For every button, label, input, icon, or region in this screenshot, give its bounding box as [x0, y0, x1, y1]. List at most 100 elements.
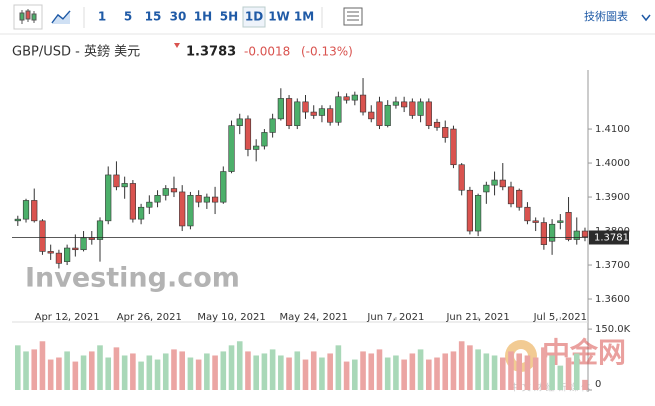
volume-bar: [253, 355, 259, 390]
interval-button[interactable]: 5: [124, 10, 132, 24]
volume-bar: [384, 357, 391, 390]
candle-body: [105, 174, 112, 222]
table-button[interactable]: [343, 7, 363, 26]
watermark-logo-text: 中金网: [542, 336, 626, 369]
volume-bar: [47, 359, 54, 390]
candle-body: [392, 101, 400, 106]
symbol: GBP/USD - 英鎊 美元: [12, 44, 140, 60]
volume-bar: [442, 353, 449, 390]
volume-bar: [409, 353, 416, 390]
candle-body: [96, 220, 104, 240]
interval-button[interactable]: 5H: [220, 10, 238, 24]
volume-bar: [491, 355, 498, 390]
volume-bar: [483, 353, 490, 390]
candle-body: [154, 195, 161, 203]
y-tick-label: 1.4100: [595, 124, 630, 135]
candle-body: [228, 125, 235, 172]
y-tick-label: 1.4000: [595, 158, 630, 169]
tech-chart-link[interactable]: 技術圖表: [584, 9, 628, 23]
volume-bar: [499, 357, 506, 390]
volume-bar: [343, 361, 350, 390]
volume-bar: [269, 349, 276, 390]
last-price-label: 1.3781: [594, 232, 629, 243]
candle-body: [359, 94, 367, 113]
candle-body: [442, 127, 449, 138]
candle-body: [433, 121, 441, 128]
candle-body: [146, 201, 153, 208]
x-tick-label: May 10, 2021: [197, 312, 265, 323]
volume-bar: [319, 357, 325, 390]
candle-body: [121, 183, 128, 188]
candle-body: [491, 179, 498, 186]
candle-body: [138, 206, 145, 220]
candle-body: [310, 111, 317, 116]
candle-body: [565, 212, 572, 240]
interval-button[interactable]: 1: [98, 10, 106, 24]
interval-button[interactable]: 30: [170, 10, 187, 24]
volume-bar: [302, 359, 309, 390]
candle-body: [64, 247, 71, 262]
volume-bar: [121, 355, 128, 390]
candle-body: [581, 230, 589, 238]
volume-bar: [228, 345, 235, 390]
toolbar: 技術圖表: [13, 4, 651, 30]
candle-body: [573, 230, 580, 240]
volume-bar: [64, 351, 70, 390]
interval-button[interactable]: 1M: [294, 10, 314, 24]
candle-body: [409, 101, 416, 116]
x-tick-label: Jun 7, 2021: [366, 312, 424, 323]
volume-bar: [516, 353, 523, 390]
volume-bar: [368, 353, 375, 390]
candle-body: [14, 218, 21, 222]
candle-body: [524, 206, 531, 222]
volume-bar: [204, 353, 210, 390]
line-type-button[interactable]: [51, 10, 71, 24]
volume-bar: [162, 353, 169, 390]
volume-bar: [294, 351, 301, 390]
candle-body: [277, 98, 284, 120]
interval-button[interactable]: 1D: [245, 10, 263, 24]
volume-bar: [310, 351, 317, 390]
volume-bar: [88, 351, 95, 390]
candle-body: [203, 196, 210, 203]
volume-bar: [130, 353, 136, 390]
volume-bar: [80, 355, 87, 390]
interval-button[interactable]: 15: [145, 10, 162, 24]
volume-bar: [113, 347, 120, 390]
volume-bar: [146, 355, 153, 390]
volume-bar: [417, 349, 424, 390]
volume-bar: [532, 357, 539, 390]
volume-bar: [434, 357, 440, 390]
candle-body: [351, 94, 358, 101]
volume-bar: [278, 355, 284, 390]
volume-bar: [401, 359, 407, 390]
candle-body: [162, 188, 169, 196]
volume-bar: [426, 359, 432, 390]
volume-bar: [582, 379, 588, 390]
volume-bar: [154, 359, 161, 390]
volume-bar: [475, 349, 481, 390]
volume-bar: [97, 345, 103, 390]
candle-body: [507, 186, 515, 205]
price: 1.3783: [186, 45, 236, 60]
candle-body: [72, 247, 79, 251]
interval-button[interactable]: 1H: [194, 10, 212, 24]
volume-bar: [212, 355, 218, 390]
interval-button[interactable]: 1W: [268, 10, 290, 24]
candle-body: [483, 184, 490, 193]
x-tick-label: Jul 5, 2021: [533, 312, 587, 323]
candle-body: [22, 200, 30, 220]
volume-bar: [524, 355, 531, 390]
candle-body: [343, 96, 350, 101]
x-tick-label: Apr 26, 2021: [117, 312, 182, 323]
candle-body: [31, 200, 38, 222]
volume-bar: [245, 351, 251, 390]
y-tick-label: 1.3700: [595, 260, 630, 271]
candle-body: [458, 164, 465, 191]
last-price-box: [589, 230, 629, 245]
volume-bar: [220, 351, 227, 390]
candle-body: [417, 101, 424, 116]
volume-bar: [573, 353, 580, 390]
candle-body: [236, 118, 243, 126]
candle-body: [548, 223, 556, 242]
